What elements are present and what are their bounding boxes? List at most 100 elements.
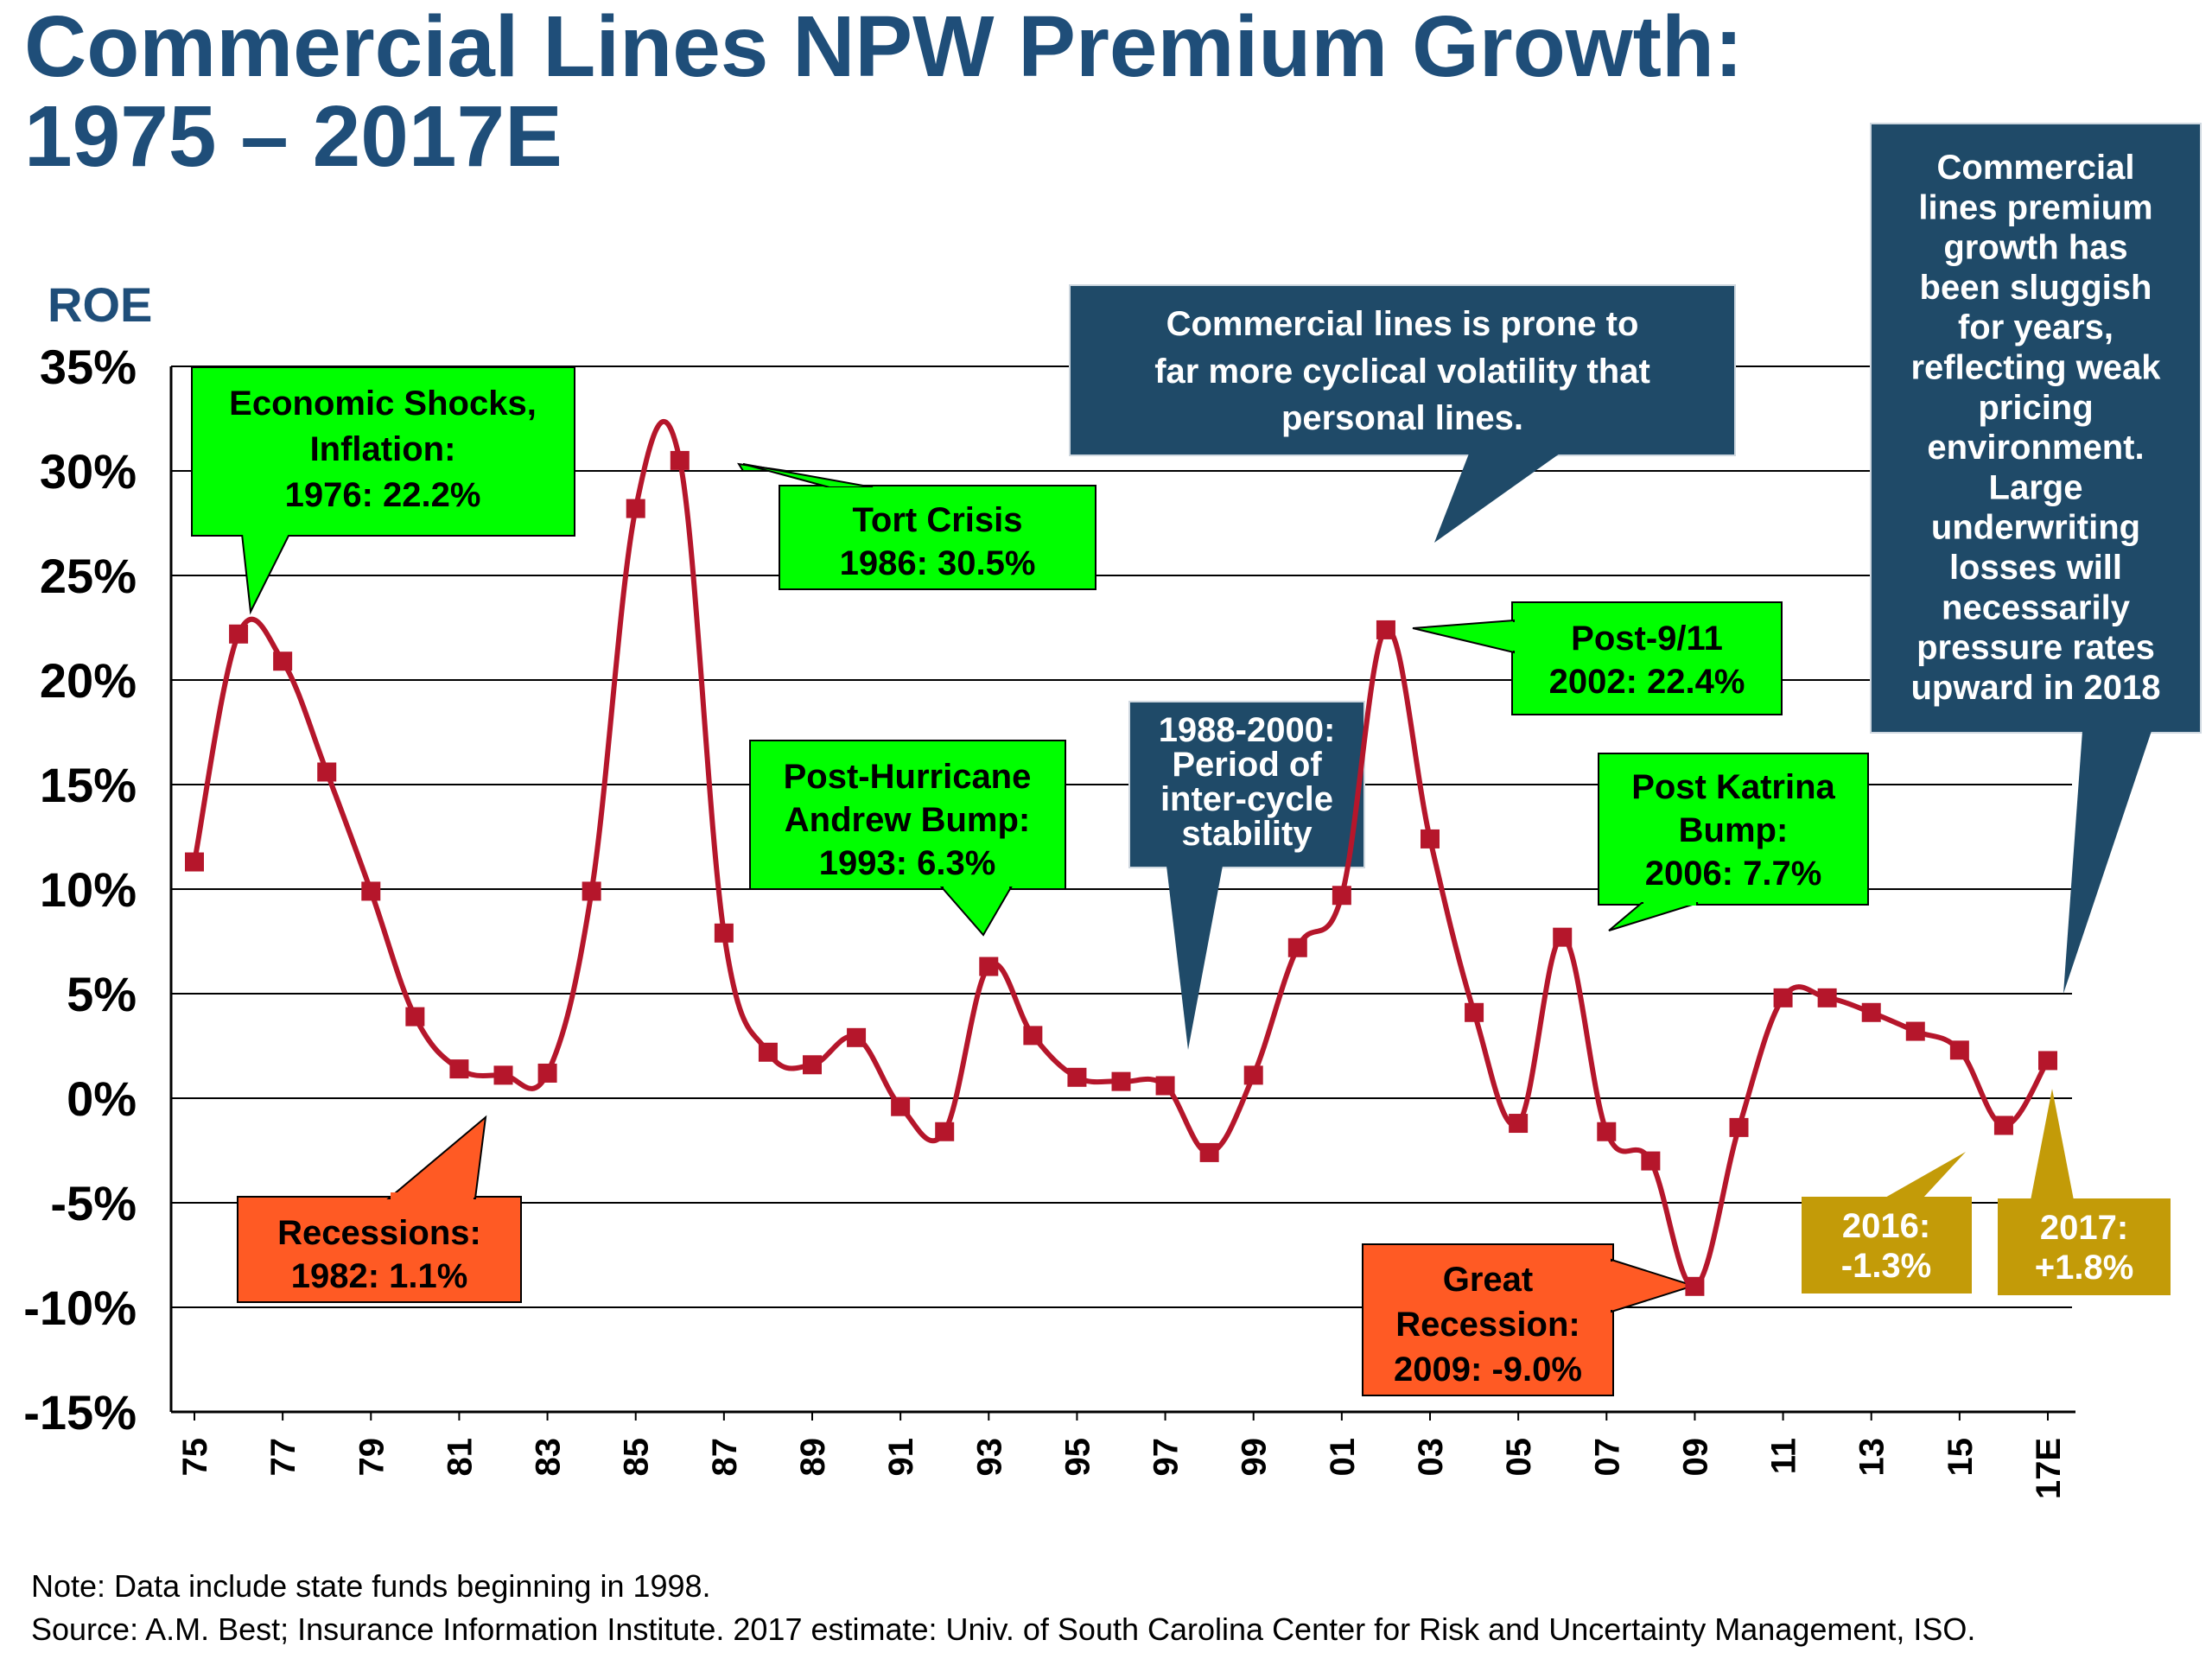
data-point-1999 xyxy=(1243,1065,1263,1085)
x-tick-label: 81 xyxy=(441,1438,479,1477)
callout-post-911: Post-9/11 2002: 22.4% xyxy=(1412,601,1783,715)
callout-cyclical-volatility: Commercial lines is prone to far more cy… xyxy=(1069,284,1736,543)
data-point-1992 xyxy=(935,1122,955,1141)
callout-cyclical-line2: far more cyclical volatility that xyxy=(1154,353,1650,391)
callout-2017-line1: 2017: xyxy=(2040,1209,2128,1247)
data-point-2011 xyxy=(1773,988,1793,1007)
data-point-2013 xyxy=(1861,1002,1881,1022)
data-point-2003 xyxy=(1421,829,1440,849)
callout-hurricane-andrew: Post-Hurricane Andrew Bump: 1993: 6.3% xyxy=(749,740,1066,937)
data-point-1991 xyxy=(891,1096,911,1116)
data-point-1985 xyxy=(626,499,645,518)
gridlines xyxy=(169,365,2075,1414)
x-tick-label: 03 xyxy=(1412,1438,1450,1477)
callout-great-recession-line2: Recession: xyxy=(1395,1306,1580,1344)
x-tick-label: 05 xyxy=(1500,1438,1538,1477)
x-tick-label: 11 xyxy=(1765,1438,1803,1474)
callout-great-recession-line1: Great xyxy=(1443,1261,1534,1299)
callout-sluggish-line: pressure rates xyxy=(1916,629,2155,667)
x-tick-label: 75 xyxy=(176,1438,214,1477)
callout-recessions-line1: Recessions: xyxy=(277,1214,481,1252)
data-point-2016 xyxy=(1993,1116,2013,1135)
chart-title-line1: Commercial Lines NPW Premium Growth: xyxy=(24,0,1743,95)
y-axis-label: ROE xyxy=(48,277,152,332)
data-point-1984 xyxy=(582,881,601,901)
callout-econ-line3: 1976: 22.2% xyxy=(285,476,481,514)
callout-recessions-line2: 1982: 1.1% xyxy=(291,1257,468,1295)
x-tick-label: 95 xyxy=(1058,1438,1096,1477)
y-tick-label: -10% xyxy=(23,1281,137,1335)
data-point-1983 xyxy=(537,1063,557,1083)
data-point-1994 xyxy=(1023,1026,1043,1046)
x-tick-label: 15 xyxy=(1942,1438,1980,1477)
data-point-2002 xyxy=(1376,620,1395,639)
data-point-1977 xyxy=(273,652,293,671)
data-point-1987 xyxy=(714,923,734,943)
data-point-1988 xyxy=(758,1042,778,1062)
series-premium-growth xyxy=(185,418,2057,1296)
data-point-1989 xyxy=(803,1055,822,1075)
y-tick-label: 35% xyxy=(40,340,137,394)
data-point-1998 xyxy=(1199,1142,1219,1162)
y-tick-label: 25% xyxy=(40,549,137,603)
callout-great-recession: Great Recession: 2009: -9.0% xyxy=(1362,1243,1697,1396)
data-point-1995 xyxy=(1067,1067,1087,1087)
chart-title-line2: 1975 – 2017E xyxy=(24,88,563,185)
y-tick-label: 30% xyxy=(40,444,137,499)
x-tick-label: 99 xyxy=(1236,1438,1274,1477)
x-tick-label: 17E xyxy=(2030,1438,2068,1499)
note-text: Note: Data include state funds beginning… xyxy=(31,1568,711,1604)
data-point-2017 xyxy=(2038,1051,2057,1071)
callout-andrew-line3: 1993: 6.3% xyxy=(819,844,996,882)
callouts: Economic Shocks, Inflation: 1976: 22.2% … xyxy=(191,123,2202,1396)
callout-sluggish-line: reflecting weak xyxy=(1910,349,2161,387)
y-tick-label: 0% xyxy=(67,1071,137,1126)
data-point-2000 xyxy=(1287,938,1307,957)
y-tick-label: 10% xyxy=(40,862,137,917)
x-tick-label: 77 xyxy=(264,1438,302,1477)
x-tick-label: 93 xyxy=(970,1438,1008,1477)
callout-sluggish-line: losses will xyxy=(1949,549,2122,587)
callout-stability-line3: inter-cycle xyxy=(1160,780,1333,818)
callout-tort-line2: 1986: 30.5% xyxy=(840,544,1036,582)
callout-911-line1: Post-9/11 xyxy=(1571,620,1723,658)
callout-sluggish-line: Large xyxy=(1989,468,2083,506)
callout-katrina-line3: 2006: 7.7% xyxy=(1645,855,1822,893)
y-tick-label: 20% xyxy=(40,653,137,708)
x-tick-label: 97 xyxy=(1147,1438,1185,1477)
callout-sluggish-line: underwriting xyxy=(1931,509,2140,547)
callout-sluggish-line: environment. xyxy=(1927,429,2144,467)
callout-sluggish-line: upward in 2018 xyxy=(1911,669,2161,707)
callout-andrew-line1: Post-Hurricane xyxy=(784,758,1032,796)
data-point-1979 xyxy=(361,881,381,901)
callout-2016-line2: -1.3% xyxy=(1841,1247,1932,1285)
callout-2017: 2017: +1.8% xyxy=(1998,1089,2171,1295)
data-point-1976 xyxy=(229,624,249,644)
data-point-1981 xyxy=(449,1059,469,1079)
y-tick-labels: 35% 30% 25% 20% 15% 10% 5% 0% -5% -10% -15% xyxy=(23,340,137,1440)
y-tick-label: 15% xyxy=(40,758,137,812)
data-point-1980 xyxy=(405,1007,425,1027)
data-point-2007 xyxy=(1597,1122,1617,1141)
x-tick-label: 91 xyxy=(882,1438,920,1477)
callout-inter-cycle-stability: 1988-2000: Period of inter-cycle stabili… xyxy=(1128,701,1365,1050)
data-point-2006 xyxy=(1553,927,1573,947)
callout-katrina-line2: Bump: xyxy=(1679,811,1789,849)
x-tick-labels: 75 77 79 81 83 85 87 89 91 93 95 97 99 01 03 05 07 09 11 13… xyxy=(176,1412,2068,1499)
callout-stability-line4: stability xyxy=(1181,815,1313,853)
x-tick-label: 07 xyxy=(1588,1438,1626,1477)
data-point-2005 xyxy=(1509,1114,1529,1134)
callout-great-recession-line3: 2009: -9.0% xyxy=(1394,1351,1582,1389)
callout-recessions: Recessions: 1982: 1.1% xyxy=(237,1115,522,1303)
callout-econ-line2: Inflation: xyxy=(310,430,456,468)
source-text: Source: A.M. Best; Insurance Information… xyxy=(31,1611,1975,1647)
data-point-1978 xyxy=(317,762,337,782)
callout-katrina-line1: Post Katrina xyxy=(1631,768,1835,806)
callout-sluggish-line: Commercial xyxy=(1937,149,2135,187)
x-tick-label: 01 xyxy=(1324,1438,1362,1477)
callout-sluggish-line: growth has xyxy=(1943,229,2127,267)
x-tick-label: 09 xyxy=(1676,1438,1714,1477)
callout-2017-line2: +1.8% xyxy=(2035,1249,2134,1287)
